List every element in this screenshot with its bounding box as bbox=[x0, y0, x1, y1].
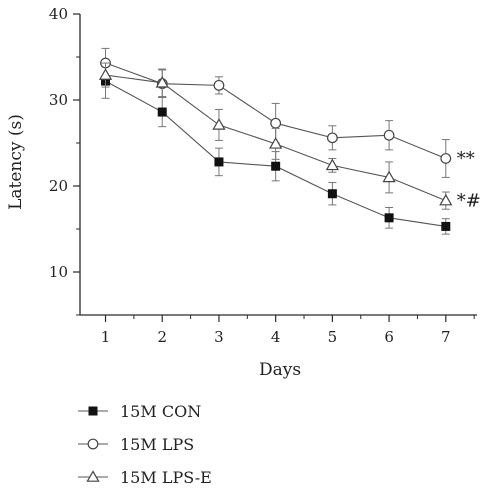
annotations: ** *# bbox=[457, 148, 481, 211]
y-tick-label: 20 bbox=[49, 177, 68, 195]
data-point bbox=[157, 107, 167, 117]
data-point bbox=[441, 221, 451, 231]
data-point bbox=[383, 129, 395, 141]
data-point bbox=[269, 137, 283, 149]
data-point bbox=[213, 79, 225, 91]
data-point bbox=[382, 170, 396, 183]
series-layer bbox=[98, 47, 453, 235]
legend-marker bbox=[87, 438, 99, 450]
significance-annotation: *# bbox=[457, 191, 481, 212]
data-point bbox=[271, 161, 281, 171]
legend-marker bbox=[88, 406, 98, 416]
data-point bbox=[212, 118, 226, 130]
x-tick-label: 5 bbox=[328, 328, 338, 346]
data-point bbox=[325, 158, 340, 171]
data-point bbox=[439, 193, 453, 206]
legend-marker bbox=[86, 470, 100, 482]
legend-item: 15M CON bbox=[78, 402, 201, 421]
data-point bbox=[270, 117, 282, 129]
y-tick-label: 10 bbox=[49, 263, 68, 281]
legend-label: 15M LPS-E bbox=[120, 468, 212, 487]
series-15m-con bbox=[101, 63, 451, 235]
data-point bbox=[440, 153, 452, 164]
x-tick-label: 2 bbox=[157, 328, 167, 346]
legend-label: 15M CON bbox=[120, 402, 201, 421]
x-tick-label: 3 bbox=[214, 328, 224, 346]
y-tick-label: 40 bbox=[49, 5, 68, 23]
data-point bbox=[155, 75, 169, 88]
data-point bbox=[327, 189, 337, 199]
x-tick-label: 1 bbox=[101, 328, 111, 346]
data-point bbox=[384, 213, 394, 223]
series-15m-lps-e bbox=[98, 62, 453, 210]
data-point bbox=[326, 132, 338, 144]
x-tick-label: 7 bbox=[441, 328, 451, 346]
x-axis-title: Days bbox=[259, 360, 301, 380]
x-tick-label: 4 bbox=[271, 328, 281, 346]
axes: 10 20 30 40 1 2 3 4 5 6 7 bbox=[49, 5, 477, 346]
y-tick-label: 30 bbox=[49, 91, 68, 109]
y-axis-title: Latency (s) bbox=[6, 114, 26, 210]
legend-item: 15M LPS bbox=[78, 435, 194, 454]
legend: 15M CON 15M LPS 15M LPS-E bbox=[78, 402, 212, 487]
x-tick-label: 6 bbox=[384, 328, 394, 346]
legend-label: 15M LPS bbox=[120, 435, 194, 454]
significance-annotation: ** bbox=[457, 148, 475, 169]
legend-item: 15M LPS-E bbox=[78, 468, 212, 487]
data-point bbox=[214, 157, 224, 167]
data-point bbox=[98, 68, 113, 80]
